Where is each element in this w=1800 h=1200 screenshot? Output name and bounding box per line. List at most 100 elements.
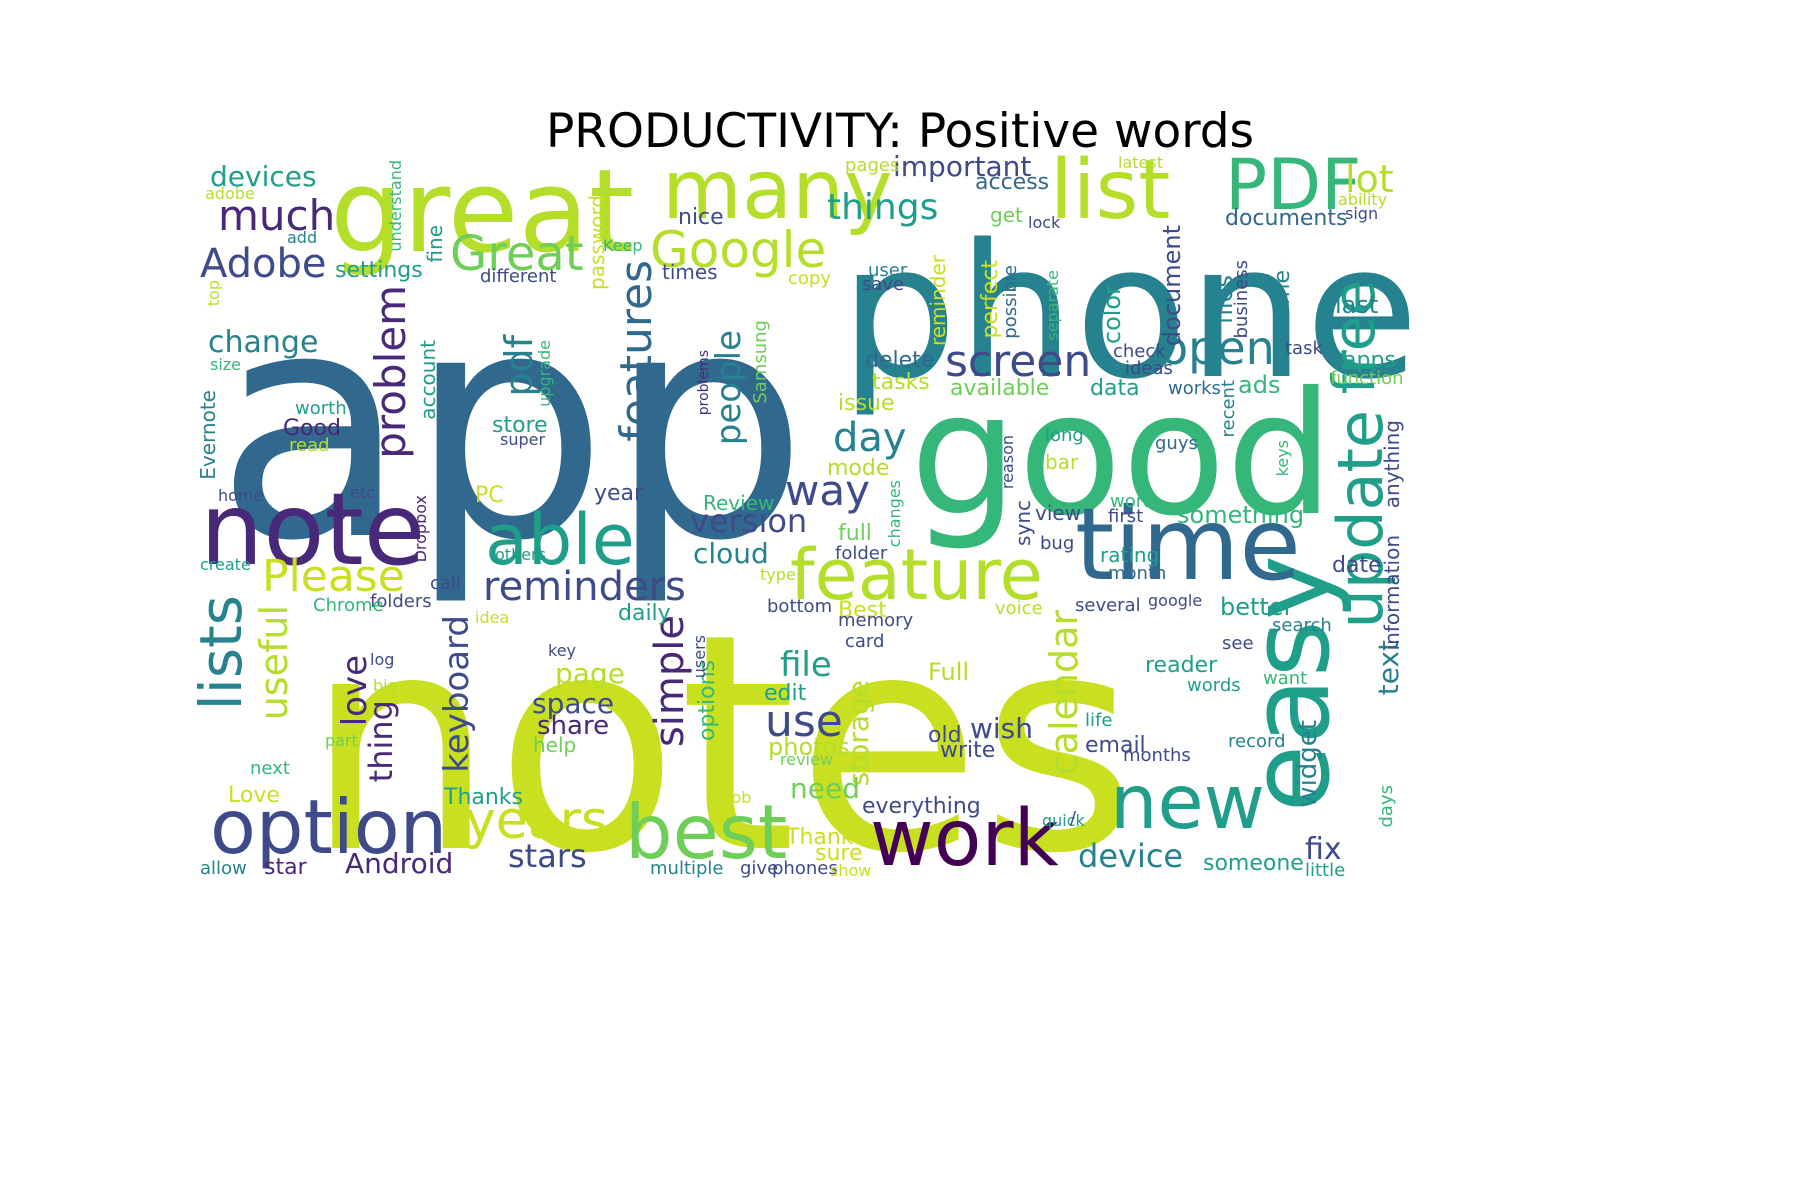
word-nice: nice: [678, 205, 724, 230]
word-job: job: [727, 788, 752, 807]
word-google: Google: [650, 221, 827, 279]
word-times: times: [662, 260, 718, 284]
word-best: best: [625, 788, 788, 876]
word-ads: ads: [1238, 371, 1281, 399]
word-delete: delete: [865, 348, 935, 373]
word-phone: phone: [840, 204, 1419, 420]
word-document: document: [1158, 225, 1186, 347]
word-problems: problems: [696, 350, 712, 416]
word-several: several: [1075, 595, 1141, 616]
word-space: space: [532, 687, 615, 720]
word-star: star: [264, 855, 307, 880]
word-daily: daily: [618, 601, 671, 626]
word-search: search: [1272, 615, 1332, 636]
word-dropbox: Dropbox: [411, 495, 430, 563]
word-fix: fix: [1305, 832, 1342, 867]
word-lists: lists: [187, 595, 255, 711]
word-function: function: [1330, 368, 1404, 389]
word-ideas: ideas: [1125, 358, 1173, 379]
word-apps: apps: [1343, 348, 1396, 373]
word-review: review: [780, 750, 833, 769]
word-note: note: [200, 471, 426, 588]
word-day: day: [833, 415, 907, 461]
word-able: able: [485, 499, 635, 581]
word-information: information: [1380, 535, 1404, 651]
word-time: time: [1075, 486, 1301, 603]
word-samsung: Samsung: [750, 320, 771, 404]
word-change: change: [208, 325, 319, 360]
word-works: works: [1168, 378, 1221, 399]
word-old: old: [928, 723, 962, 748]
word-photos: photos: [768, 733, 850, 761]
word-edit: edit: [764, 681, 807, 706]
word-documents: documents: [1225, 206, 1348, 231]
chart-title: PRODUCTIVITY: Positive words: [545, 104, 1255, 159]
word-changes: changes: [885, 480, 904, 548]
word-bar: bar: [1045, 450, 1079, 474]
word-love: Love: [228, 783, 280, 808]
word-task: task: [1285, 338, 1323, 359]
word-way: way: [785, 466, 870, 515]
word-last: last: [1335, 291, 1379, 319]
word-user: user: [868, 260, 908, 281]
word-log: log: [370, 650, 395, 669]
word-check: check: [1113, 341, 1166, 362]
word-users: users: [690, 635, 709, 679]
word-thanks: Thanks: [444, 785, 524, 810]
word-words: words: [1187, 675, 1241, 696]
word-get: get: [990, 203, 1023, 227]
word-view: view: [1035, 501, 1082, 525]
word-top: top: [204, 280, 223, 307]
word-notes: notes: [305, 570, 1138, 919]
word-long: long: [1045, 425, 1084, 446]
word-file: file: [780, 645, 832, 685]
word-full: Full: [928, 658, 970, 686]
word-keep: Keep: [603, 236, 643, 255]
word-slash: /: [1070, 808, 1077, 829]
word-others: others: [495, 545, 546, 564]
word-pdf: pdf: [497, 335, 541, 397]
word-awesome: awesome: [1270, 270, 1295, 375]
word-adobe: adobe: [205, 184, 255, 203]
word-anything: anything: [1380, 420, 1404, 509]
word-feature: feature: [790, 534, 1043, 616]
word-upgrade: upgrade: [535, 340, 554, 407]
word-open: open: [1160, 321, 1275, 375]
word-voice: voice: [995, 598, 1043, 619]
word-record: record: [1228, 731, 1286, 752]
word-evernote: Evernote: [196, 390, 220, 480]
word-everything: everything: [862, 794, 981, 819]
word-use: use: [765, 696, 843, 747]
word-idea: idea: [475, 608, 510, 627]
word-better: better: [1220, 593, 1294, 621]
word-little: little: [1305, 860, 1346, 881]
word-keys: keys: [1273, 440, 1292, 477]
word-ability: ability: [1338, 190, 1388, 209]
word-write: write: [940, 738, 996, 763]
word-word: word: [1110, 491, 1155, 512]
word-possible: possible: [1000, 265, 1021, 339]
word-show: show: [830, 861, 872, 880]
word-save: save: [862, 274, 905, 295]
word-folder: folder: [835, 543, 888, 564]
word-years: years: [465, 791, 609, 851]
word-super: super: [500, 430, 546, 449]
word-problem: problem: [366, 285, 415, 459]
word-thing: thing: [362, 700, 400, 783]
word-page: page: [555, 657, 625, 690]
word-available: available: [950, 376, 1050, 401]
word-days: days: [1376, 785, 1397, 828]
word-cloud: cloud: [693, 537, 769, 570]
word-phones: phones: [772, 858, 838, 879]
word-google: google: [1148, 591, 1203, 610]
word-size: size: [210, 355, 242, 374]
word-reader: reader: [1145, 653, 1218, 678]
word-give: give: [740, 858, 779, 879]
word-date: date: [1332, 553, 1382, 578]
word-account: account: [416, 340, 440, 420]
word-key: key: [548, 641, 577, 660]
word-widget: widget: [1293, 720, 1323, 808]
word-features: features: [611, 260, 662, 442]
word-fine: fine: [423, 225, 447, 263]
word-screen: screen: [945, 336, 1092, 387]
